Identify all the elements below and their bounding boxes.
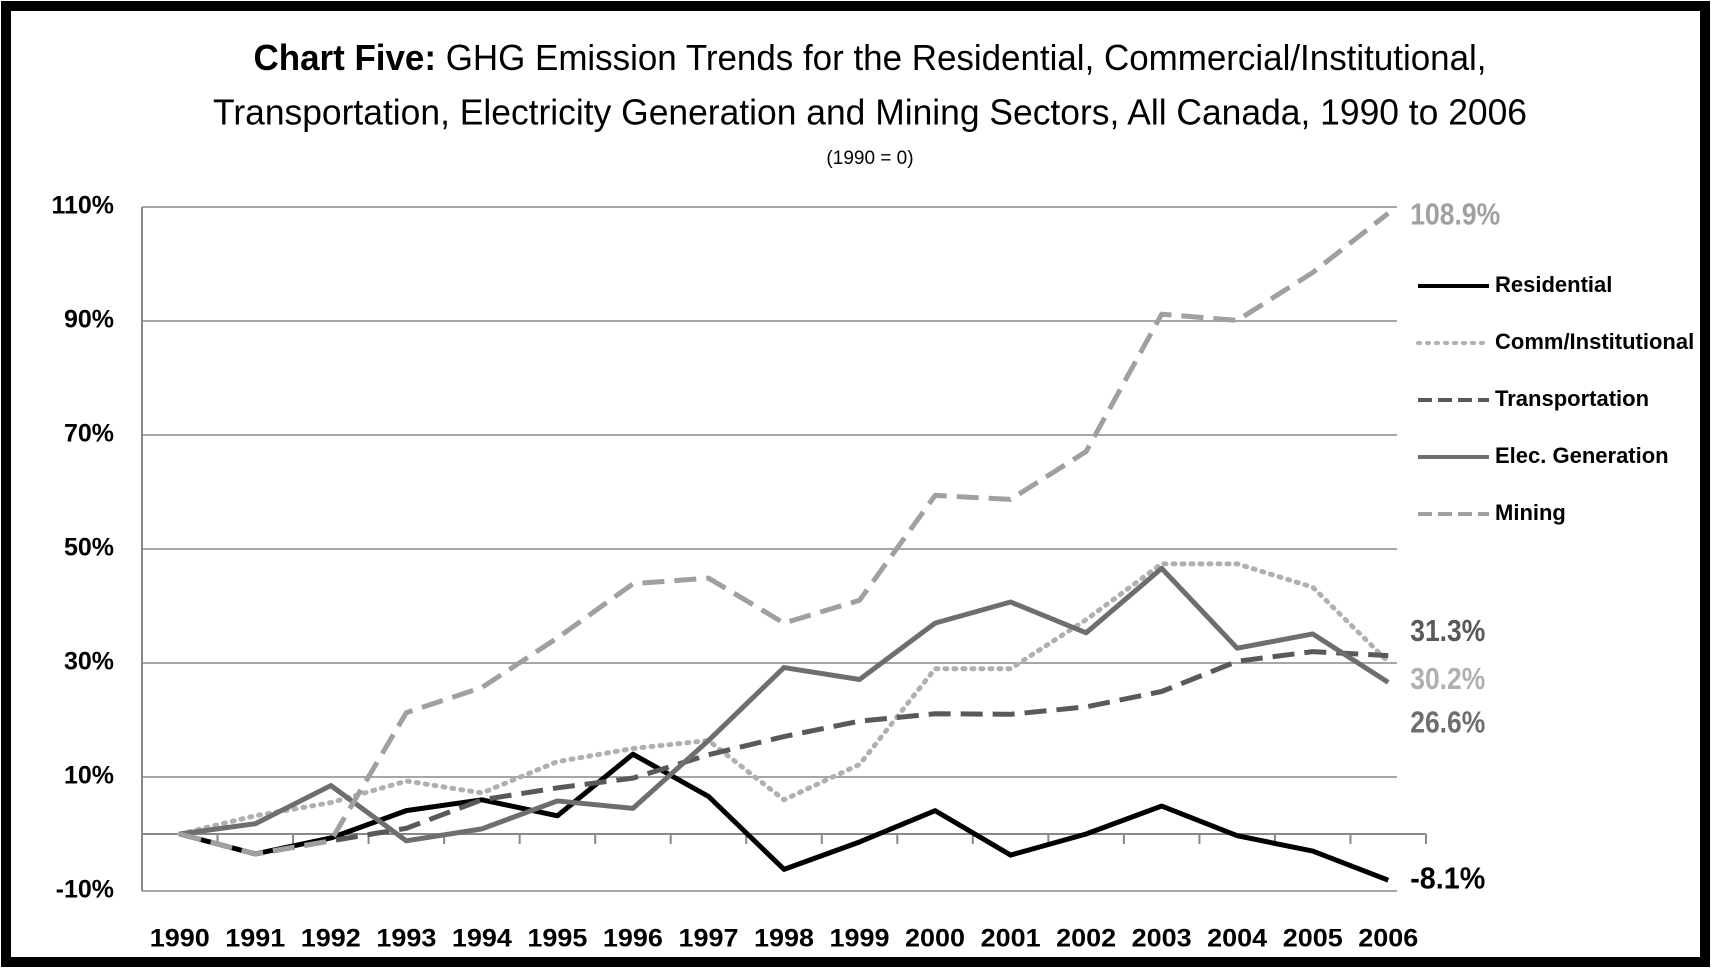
series-line <box>179 211 1390 857</box>
x-tick-label: 1993 <box>376 925 436 953</box>
data-label: 30.2% <box>1410 661 1485 696</box>
series-line <box>177 561 1391 837</box>
title-line: GHG Emission Trends for the Residential,… <box>446 37 1487 78</box>
x-tick-label: 1998 <box>754 925 814 953</box>
x-tick-label: 2003 <box>1132 925 1192 953</box>
legend-label: Comm/Institutional <box>1495 329 1694 354</box>
data-label: 31.3% <box>1410 613 1485 648</box>
chart-title: Transportation, Electricity Generation a… <box>213 92 1527 133</box>
series-line <box>179 565 1390 844</box>
y-tick-label: 50% <box>64 534 114 562</box>
x-tick-label: 1994 <box>452 925 512 953</box>
data-label: 26.6% <box>1410 705 1485 740</box>
x-tick-label: 1999 <box>830 925 890 953</box>
y-tick-label: -10% <box>56 876 114 904</box>
title-line <box>436 37 446 78</box>
subtitle: (1990 = 0) <box>826 148 913 169</box>
legend-label: Residential <box>1495 272 1612 297</box>
x-tick-label: 1997 <box>678 925 738 953</box>
x-tick-label: 2004 <box>1207 925 1267 953</box>
chart-title: Chart Five: GHG Emission Trends for the … <box>254 37 1487 78</box>
x-tick-label: 1991 <box>225 925 285 953</box>
data-label: 108.9% <box>1410 196 1500 231</box>
y-tick-label: 10% <box>64 762 114 790</box>
data-label: -8.1% <box>1410 860 1485 895</box>
y-tick-label: 110% <box>51 192 114 220</box>
legend-label: Elec. Generation <box>1495 443 1669 468</box>
x-tick-label: 1990 <box>150 925 210 953</box>
x-tick-label: 2006 <box>1358 925 1418 953</box>
title-lead: Chart Five: <box>254 37 437 78</box>
x-tick-label: 1996 <box>603 925 663 953</box>
series-line <box>179 649 1389 857</box>
x-tick-label: 1995 <box>527 925 587 953</box>
legend-label: Mining <box>1495 500 1566 525</box>
x-tick-label: 2002 <box>1056 925 1116 953</box>
x-tick-label: 1992 <box>301 925 361 953</box>
y-tick-label: 90% <box>64 306 114 334</box>
y-tick-label: 30% <box>64 648 114 676</box>
x-tick-label: 2001 <box>981 925 1041 953</box>
legend-label: Transportation <box>1495 386 1649 411</box>
x-tick-label: 2005 <box>1283 925 1343 953</box>
x-tick-label: 2000 <box>905 925 965 953</box>
y-tick-label: 70% <box>64 420 114 448</box>
